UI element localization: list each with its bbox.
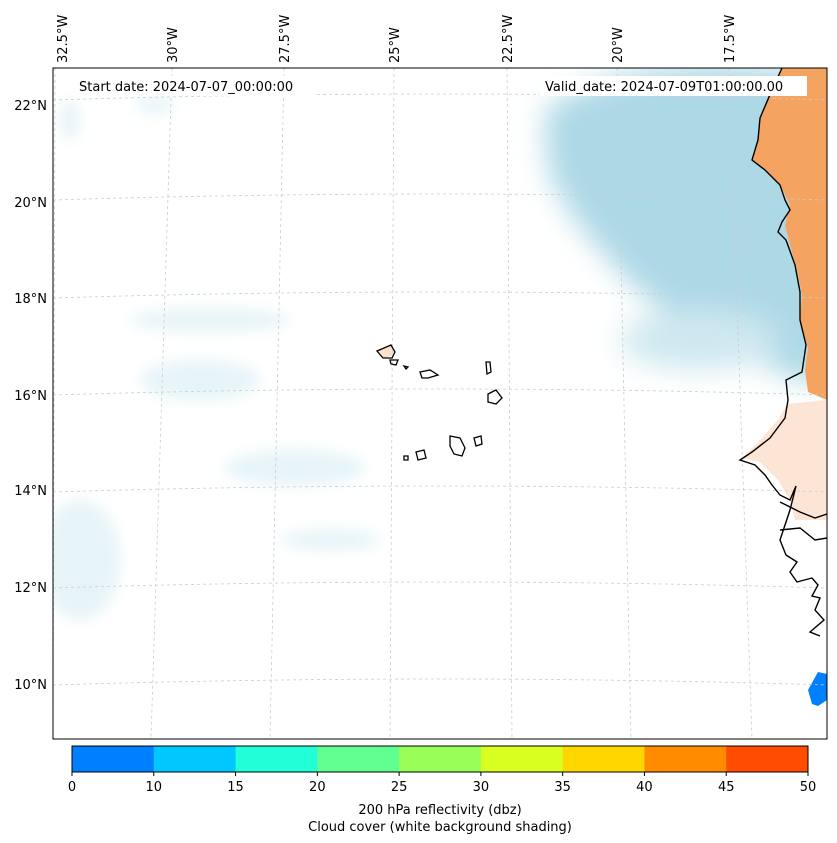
coastline-guinea-bissau <box>779 527 827 541</box>
start-label-bg <box>74 76 314 96</box>
colorbar-segment <box>562 746 645 772</box>
island-fogo <box>415 449 427 461</box>
cloud-patch-center <box>225 450 365 486</box>
lon-label: 17.5°W <box>723 15 738 63</box>
colorbar-tick-label: 0 <box>68 780 76 795</box>
colorbar-tick-label: 15 <box>227 780 244 795</box>
island-santiago <box>449 435 466 457</box>
map-content <box>53 68 827 739</box>
reflectivity-echo <box>808 672 827 706</box>
cloud-patch-west <box>53 500 120 620</box>
colorbar-tick-label: 25 <box>391 780 408 795</box>
colorbar-tick-label: 30 <box>473 780 490 795</box>
graticule <box>53 68 827 739</box>
header-labels: Start date: 2024-07-07_00:00:00 Valid_da… <box>74 76 807 96</box>
island-maio <box>473 435 483 447</box>
latitude-labels: 22°N 20°N 18°N 16°N 14°N 12°N 10°N <box>14 99 47 693</box>
lat-label: 10°N <box>14 678 47 693</box>
cloud-patch-mid-west <box>140 360 260 400</box>
colorbar-segment <box>235 746 318 772</box>
cloud-patch-band <box>130 308 290 332</box>
cloud-patch-south-east <box>620 310 780 370</box>
map-border <box>52 67 828 740</box>
lat-label: 12°N <box>14 581 47 596</box>
gridline-lat-10 <box>53 678 827 686</box>
colorbar-tick-label: 50 <box>800 780 817 795</box>
colorbar-title: 200 hPa reflectivity (dbz) <box>358 803 521 818</box>
island-sao-nicolau <box>419 369 440 379</box>
cloud-patch-northwest <box>135 97 175 113</box>
island-sao-vicente <box>389 359 399 366</box>
colorbar-segment <box>72 746 155 772</box>
lat-label: 16°N <box>14 389 47 404</box>
lon-label: 22.5°W <box>501 15 516 63</box>
lat-label: 20°N <box>14 196 47 211</box>
colorbar-segment <box>399 746 482 772</box>
colorbar-tick-label: 40 <box>636 780 653 795</box>
longitude-labels: 32.5°W 30°W 27.5°W 25°W 22.5°W 20°W 17.5… <box>56 15 738 63</box>
start-date-label: Start date: 2024-07-07_00:00:00 <box>79 80 293 95</box>
colorbar-segment <box>317 746 400 772</box>
colorbar-segment <box>726 746 809 772</box>
gridline-lat-12 <box>53 581 827 589</box>
gridline-lon-275 <box>269 68 285 739</box>
lon-label: 27.5°W <box>278 15 293 63</box>
land-mauritania-sahara <box>752 68 827 400</box>
colorbar-tick-label: 35 <box>554 780 571 795</box>
colorbar: 0 10 15 20 25 30 35 40 45 50 200 hPa reflectivity… <box>68 745 816 835</box>
cape-verde-islands <box>375 344 503 461</box>
coastline-africa <box>738 68 826 637</box>
lon-label: 20°W <box>611 27 626 63</box>
lat-label: 22°N <box>14 99 47 114</box>
lon-label: 25°W <box>388 27 403 63</box>
colorbar-segment <box>644 746 727 772</box>
colorbar-segment <box>480 746 564 772</box>
colorbar-tick-label: 45 <box>718 780 735 795</box>
valid-label-bg <box>540 76 807 96</box>
island-santo-antao <box>375 344 396 359</box>
colorbar-ticks: 0 10 15 20 25 30 35 40 45 50 <box>68 772 816 795</box>
island-brava <box>403 455 409 461</box>
gridline-lon-175 <box>728 68 753 739</box>
land-island-santo-antao <box>378 345 394 358</box>
lon-label: 30°W <box>166 27 181 63</box>
colorbar-segments <box>72 746 809 772</box>
gridline-lat-18 <box>53 291 827 299</box>
lat-label: 14°N <box>14 484 47 499</box>
cloud-patch-south <box>280 530 380 550</box>
coastline-layer <box>738 68 827 637</box>
colorbar-segment <box>153 746 237 772</box>
gridline-lat-22 <box>53 93 827 101</box>
gridline-lat-14 <box>53 485 827 493</box>
colorbar-tick-label: 10 <box>146 780 163 795</box>
gridline-lon-25 <box>389 68 395 739</box>
gridline-lat-20 <box>53 193 827 201</box>
island-boa-vista <box>487 389 503 405</box>
gridline-lon-225 <box>506 68 513 739</box>
land-shading <box>378 68 827 520</box>
gridline-lon-20 <box>616 68 632 739</box>
coastline-gambia <box>779 501 827 519</box>
colorbar-subtitle: Cloud cover (white background shading) <box>308 820 572 835</box>
valid-date-label: Valid_date: 2024-07-09T01:00:00.00 <box>545 80 783 95</box>
gridline-lon-30 <box>150 68 173 739</box>
gridline-lat-16 <box>53 388 827 396</box>
island-santa-luzia <box>402 364 410 371</box>
island-sal <box>485 361 492 376</box>
colorbar-tick-label: 20 <box>309 780 326 795</box>
cloud-patch-west-top <box>60 100 80 140</box>
lat-label: 18°N <box>14 292 47 307</box>
land-senegal <box>742 400 827 520</box>
colorbar-border <box>71 745 809 773</box>
lon-label: 32.5°W <box>56 15 71 63</box>
